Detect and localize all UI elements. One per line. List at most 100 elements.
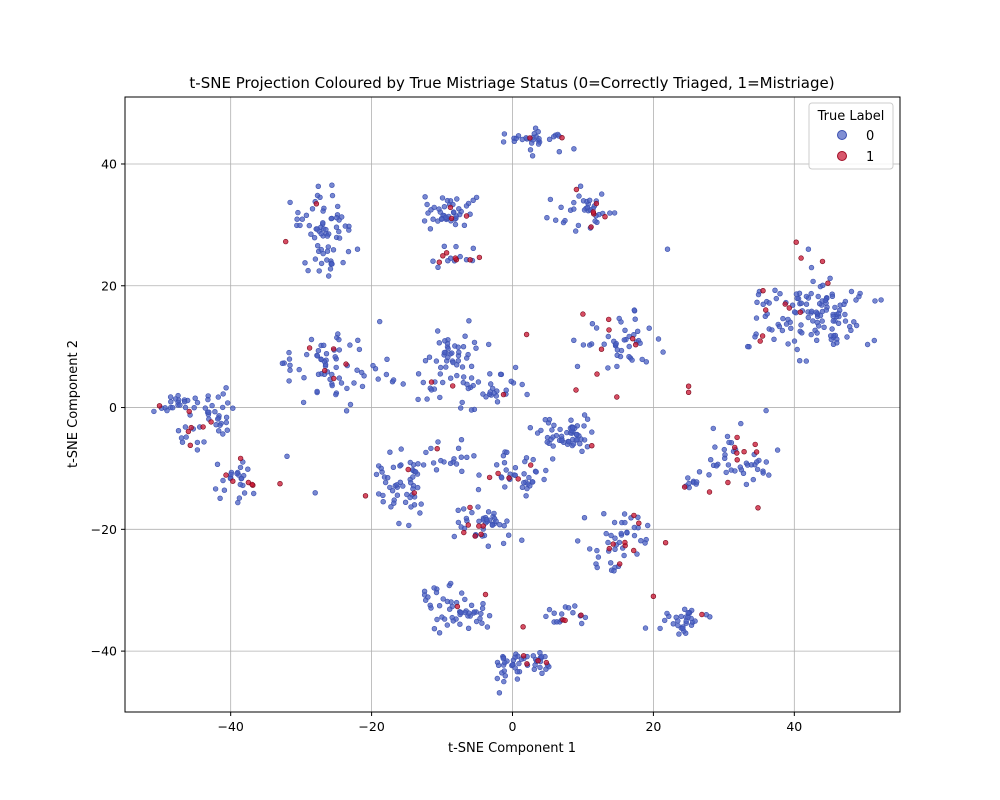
point-label-0 [224, 427, 231, 433]
point-label-0 [571, 146, 577, 152]
point-label-0 [614, 363, 620, 370]
point-label-0 [794, 346, 800, 353]
point-label-0 [455, 519, 462, 526]
scatter-points [151, 125, 884, 696]
point-label-0 [499, 475, 505, 481]
point-label-0 [306, 222, 312, 229]
point-label-0 [346, 227, 352, 233]
point-label-0 [678, 613, 684, 620]
point-label-0 [458, 609, 464, 616]
point-label-0 [785, 341, 791, 347]
point-label-1 [629, 336, 636, 342]
point-label-0 [304, 351, 310, 358]
point-label-0 [333, 224, 340, 230]
point-label-0 [191, 405, 197, 411]
point-label-1 [322, 367, 328, 374]
point-label-0 [772, 287, 778, 293]
point-label-0 [308, 336, 315, 343]
point-label-1 [452, 255, 459, 261]
point-label-0 [209, 402, 215, 409]
point-label-1 [313, 201, 320, 207]
point-label-0 [593, 325, 600, 331]
point-label-0 [385, 475, 391, 481]
point-label-0 [815, 323, 822, 329]
point-label-0 [703, 611, 709, 618]
point-label-1 [535, 657, 541, 664]
point-label-0 [473, 194, 480, 201]
point-label-0 [827, 275, 833, 281]
point-label-1 [616, 561, 623, 567]
point-label-0 [390, 377, 397, 383]
point-label-0 [484, 624, 491, 630]
point-label-0 [344, 385, 350, 392]
point-label-0 [450, 209, 457, 215]
point-label-0 [230, 405, 236, 411]
point-label-1 [605, 316, 612, 323]
point-label-0 [712, 444, 718, 450]
point-label-0 [608, 532, 614, 539]
point-label-0 [501, 668, 507, 674]
point-label-0 [835, 310, 842, 317]
point-label-0 [425, 210, 431, 216]
point-label-0 [220, 404, 226, 411]
point-label-1 [450, 383, 456, 389]
point-label-0 [594, 564, 600, 571]
point-label-1 [223, 472, 229, 478]
point-label-0 [621, 552, 627, 559]
point-label-1 [573, 387, 579, 393]
point-label-0 [223, 385, 229, 391]
point-label-0 [311, 235, 318, 241]
point-label-0 [476, 518, 482, 524]
x-tick-label: −20 [358, 719, 384, 734]
point-label-0 [571, 206, 577, 212]
point-label-0 [421, 218, 428, 224]
point-label-0 [375, 376, 381, 382]
point-label-0 [407, 459, 413, 466]
point-label-0 [822, 297, 829, 304]
point-label-0 [354, 246, 361, 252]
point-label-1 [208, 419, 214, 425]
point-label-0 [664, 246, 671, 252]
point-label-0 [182, 424, 189, 430]
point-label-0 [394, 492, 401, 498]
point-label-1 [825, 280, 831, 286]
point-label-0 [415, 461, 421, 467]
point-label-0 [558, 611, 565, 617]
point-label-0 [496, 690, 503, 696]
point-label-0 [458, 437, 465, 443]
y-axis-label: t-SNE Component 2 [66, 340, 81, 468]
point-label-0 [534, 430, 541, 436]
point-label-0 [383, 371, 390, 378]
point-label-0 [471, 609, 477, 615]
point-label-1 [685, 383, 692, 389]
point-label-0 [220, 391, 226, 397]
point-label-0 [486, 341, 492, 348]
point-label-0 [755, 291, 762, 298]
point-label-0 [551, 610, 557, 616]
point-label-1 [486, 474, 493, 481]
point-label-0 [336, 228, 342, 235]
point-label-0 [726, 439, 732, 446]
point-label-0 [485, 543, 491, 549]
point-label-1 [495, 470, 501, 477]
point-label-0 [543, 467, 549, 474]
point-label-0 [637, 340, 643, 346]
legend: True Label 0 1 [808, 102, 894, 170]
point-label-1 [524, 661, 530, 667]
point-label-0 [578, 620, 585, 627]
point-label-0 [420, 462, 427, 468]
point-label-0 [192, 395, 198, 401]
point-label-0 [621, 511, 628, 517]
point-label-0 [217, 495, 223, 501]
point-label-0 [776, 323, 783, 330]
point-label-0 [223, 414, 230, 420]
point-label-0 [436, 340, 442, 346]
point-label-0 [452, 221, 459, 228]
point-label-0 [454, 372, 460, 379]
point-label-0 [660, 349, 666, 355]
point-label-0 [422, 358, 429, 364]
point-label-0 [631, 524, 637, 531]
point-label-0 [441, 243, 447, 250]
point-label-0 [803, 301, 810, 307]
